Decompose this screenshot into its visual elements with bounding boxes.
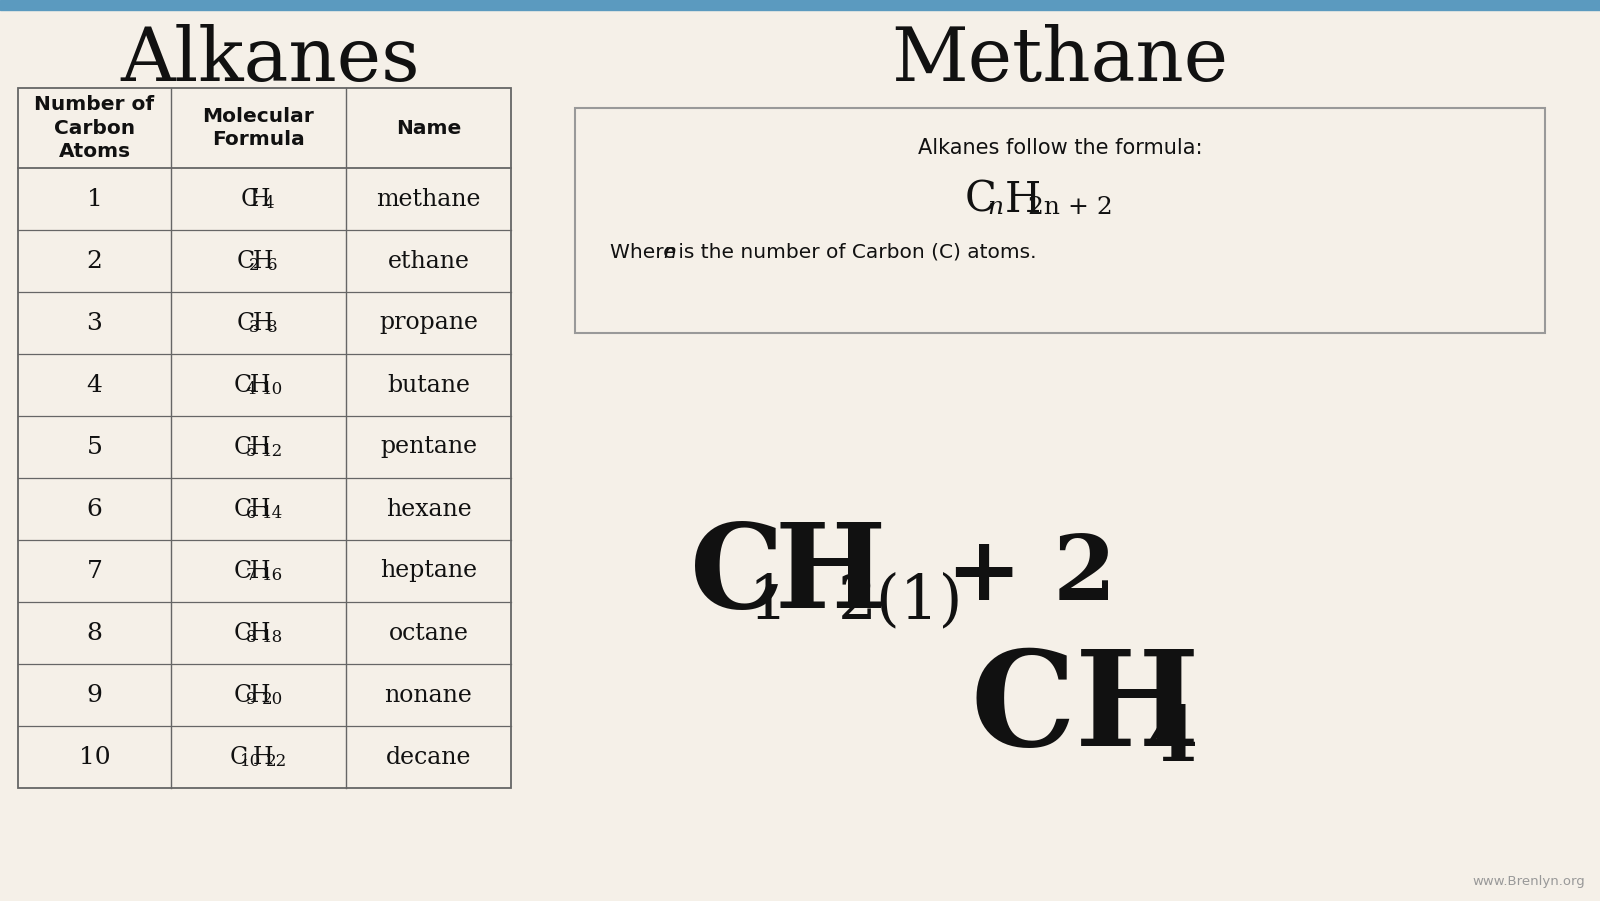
Text: butane: butane: [387, 374, 470, 396]
Text: octane: octane: [389, 622, 469, 644]
Text: CH: CH: [970, 645, 1200, 775]
Text: H: H: [250, 684, 270, 706]
Text: Alkanes follow the formula:: Alkanes follow the formula:: [918, 138, 1202, 158]
Text: 9: 9: [246, 690, 256, 707]
Text: methane: methane: [376, 187, 480, 211]
Text: n: n: [662, 242, 675, 261]
Text: 10: 10: [240, 752, 262, 769]
Text: 8: 8: [246, 629, 256, 645]
Text: 1: 1: [749, 571, 787, 631]
Text: decane: decane: [386, 745, 472, 769]
Text: C: C: [237, 250, 254, 272]
Text: heptane: heptane: [379, 560, 477, 583]
Bar: [574, 108, 1546, 333]
Text: 5: 5: [246, 442, 256, 460]
Text: H: H: [250, 435, 270, 459]
Text: H: H: [250, 374, 270, 396]
Text: 14: 14: [262, 505, 283, 522]
Text: C: C: [234, 374, 251, 396]
Text: ethane: ethane: [387, 250, 469, 272]
Text: Methane: Methane: [891, 23, 1229, 96]
Text: 10: 10: [262, 380, 283, 397]
Text: 18: 18: [262, 629, 283, 645]
Text: 10: 10: [78, 745, 110, 769]
Text: C: C: [690, 517, 784, 633]
Text: C: C: [240, 187, 259, 211]
Text: 6: 6: [86, 497, 102, 521]
Text: 4: 4: [86, 374, 102, 396]
Text: 8: 8: [86, 622, 102, 644]
Text: 2(1): 2(1): [838, 571, 963, 631]
Text: Where: Where: [610, 242, 682, 261]
Text: Number of
Carbon
Atoms: Number of Carbon Atoms: [35, 95, 155, 161]
Text: 2n + 2: 2n + 2: [1027, 196, 1112, 220]
Text: nonane: nonane: [384, 684, 472, 706]
Text: 3: 3: [250, 318, 259, 335]
Text: propane: propane: [379, 312, 478, 334]
Text: hexane: hexane: [386, 497, 472, 521]
Text: 4: 4: [246, 380, 256, 397]
Text: 2: 2: [86, 250, 102, 272]
Text: 3: 3: [86, 312, 102, 334]
Text: 9: 9: [86, 684, 102, 706]
Text: C: C: [237, 312, 254, 334]
Text: 4: 4: [264, 195, 274, 212]
Text: n: n: [987, 196, 1003, 220]
Text: H: H: [250, 622, 270, 644]
Text: H: H: [253, 250, 274, 272]
Bar: [0, 0, 1600, 10]
Text: 2: 2: [250, 257, 259, 274]
Text: C: C: [234, 560, 251, 583]
Text: C: C: [234, 497, 251, 521]
Text: C: C: [230, 745, 248, 769]
Text: 1: 1: [86, 187, 102, 211]
Text: C: C: [965, 179, 997, 221]
Text: H: H: [253, 745, 274, 769]
Text: 16: 16: [262, 567, 283, 584]
Text: C: C: [234, 435, 251, 459]
Text: H: H: [250, 560, 270, 583]
Text: H: H: [250, 497, 270, 521]
Text: pentane: pentane: [379, 435, 477, 459]
Text: 6: 6: [246, 505, 256, 522]
Text: 20: 20: [262, 690, 283, 707]
Text: C: C: [234, 684, 251, 706]
Text: + 2: + 2: [915, 532, 1117, 618]
Text: 8: 8: [267, 318, 278, 335]
Bar: [18, 88, 510, 788]
Text: H: H: [253, 312, 274, 334]
Text: 7: 7: [86, 560, 102, 583]
Text: H: H: [774, 517, 886, 633]
Text: 22: 22: [266, 752, 286, 769]
Text: 5: 5: [86, 435, 102, 459]
Text: www.Brenlyn.org: www.Brenlyn.org: [1472, 875, 1586, 888]
Text: H: H: [1005, 179, 1042, 221]
Text: C: C: [234, 622, 251, 644]
Text: Name: Name: [395, 119, 461, 138]
Text: Alkanes: Alkanes: [120, 23, 419, 96]
Text: Molecular
Formula: Molecular Formula: [203, 106, 314, 150]
Text: H: H: [250, 187, 270, 211]
Text: 6: 6: [267, 257, 278, 274]
Text: 4: 4: [1146, 703, 1198, 777]
Text: 12: 12: [262, 442, 283, 460]
Text: 7: 7: [246, 567, 256, 584]
Text: is the number of Carbon (C) atoms.: is the number of Carbon (C) atoms.: [672, 242, 1037, 261]
